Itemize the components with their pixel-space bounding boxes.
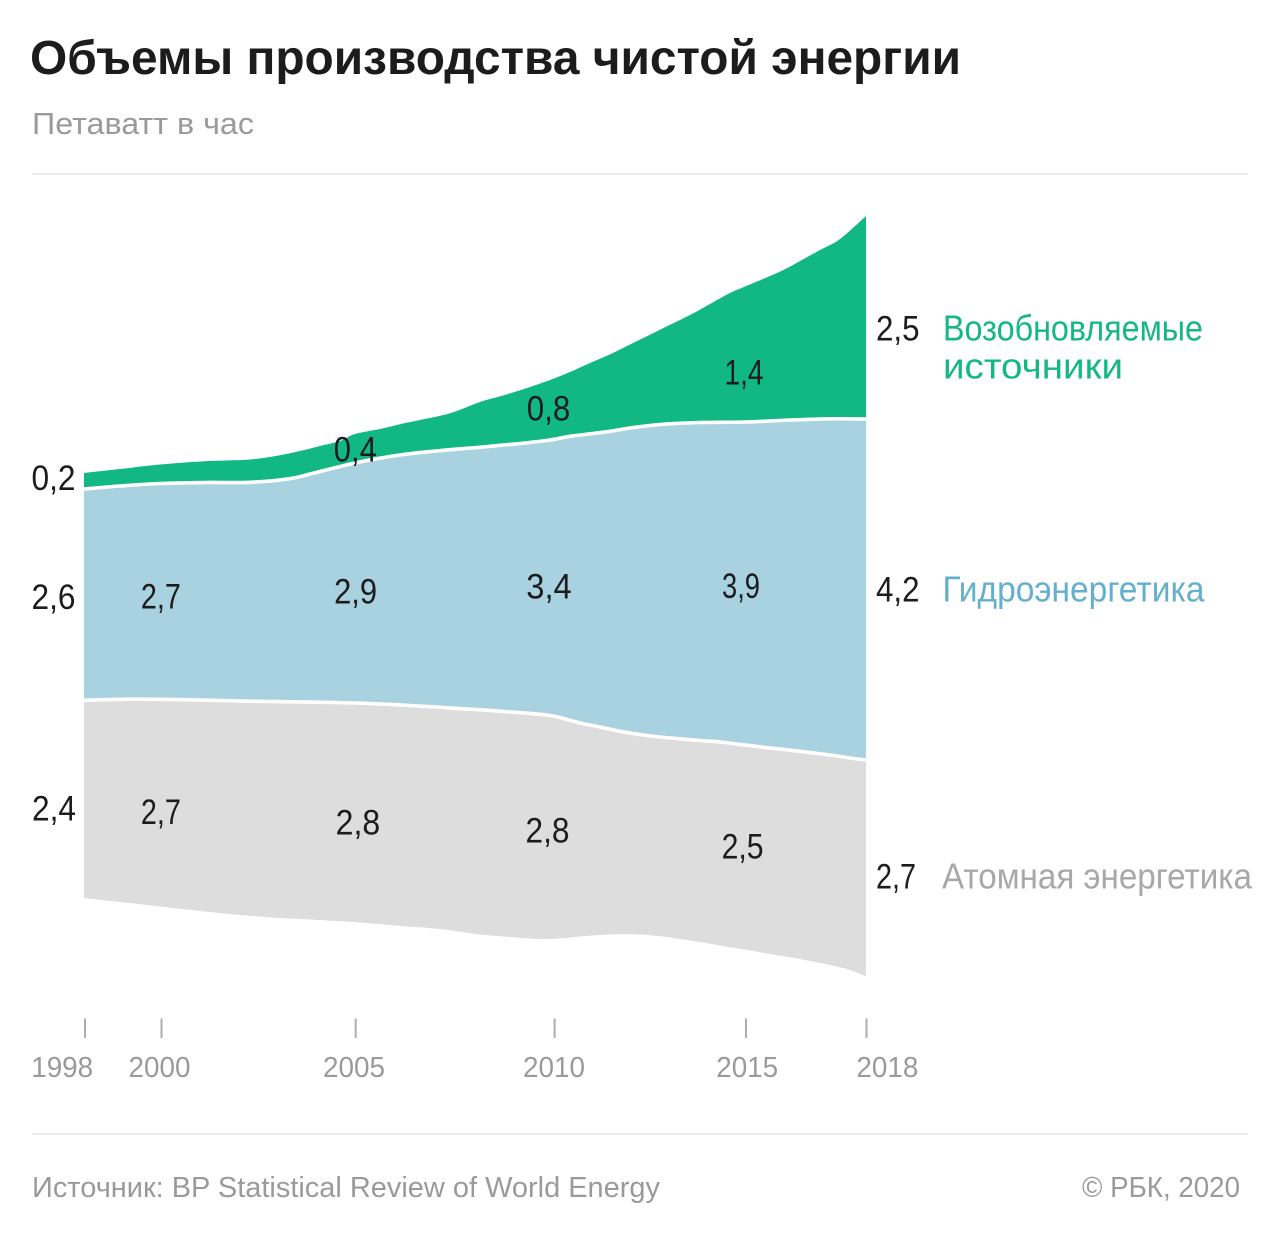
svg-text:источники: источники <box>943 345 1123 386</box>
svg-text:2018: 2018 <box>856 1052 918 1084</box>
svg-text:2,4: 2,4 <box>32 790 76 829</box>
svg-text:2,7: 2,7 <box>141 793 181 832</box>
svg-text:0,8: 0,8 <box>527 390 571 429</box>
svg-text:Возобновляемые: Возобновляемые <box>943 308 1203 349</box>
svg-text:0,4: 0,4 <box>334 430 377 469</box>
svg-text:Гидроэнергетика: Гидроэнергетика <box>943 568 1206 609</box>
svg-text:3,9: 3,9 <box>722 567 760 606</box>
svg-text:4,2: 4,2 <box>876 570 920 609</box>
svg-text:2010: 2010 <box>523 1052 585 1084</box>
svg-text:Источник: BP Statistical Revie: Источник: BP Statistical Review of World… <box>32 1172 660 1204</box>
svg-text:2,5: 2,5 <box>876 310 920 349</box>
svg-text:© РБК, 2020: © РБК, 2020 <box>1082 1172 1240 1204</box>
svg-text:Объемы производства чистой эне: Объемы производства чистой энергии <box>30 32 961 85</box>
svg-text:2005: 2005 <box>323 1052 385 1084</box>
svg-text:Атомная энергетика: Атомная энергетика <box>942 856 1253 897</box>
svg-text:2,5: 2,5 <box>722 828 764 867</box>
svg-text:Петаватт в час: Петаватт в час <box>32 106 254 141</box>
svg-text:1,4: 1,4 <box>725 353 764 392</box>
svg-text:0,2: 0,2 <box>32 459 76 498</box>
svg-text:2,7: 2,7 <box>876 858 916 897</box>
svg-text:2,6: 2,6 <box>32 578 76 617</box>
svg-text:2,7: 2,7 <box>141 578 181 617</box>
svg-text:2,9: 2,9 <box>334 572 377 611</box>
svg-text:2015: 2015 <box>716 1052 778 1084</box>
svg-text:1998: 1998 <box>31 1052 93 1084</box>
svg-text:2000: 2000 <box>129 1052 191 1084</box>
svg-text:2,8: 2,8 <box>336 804 381 843</box>
svg-text:3,4: 3,4 <box>526 568 572 607</box>
svg-text:2,8: 2,8 <box>526 812 570 851</box>
